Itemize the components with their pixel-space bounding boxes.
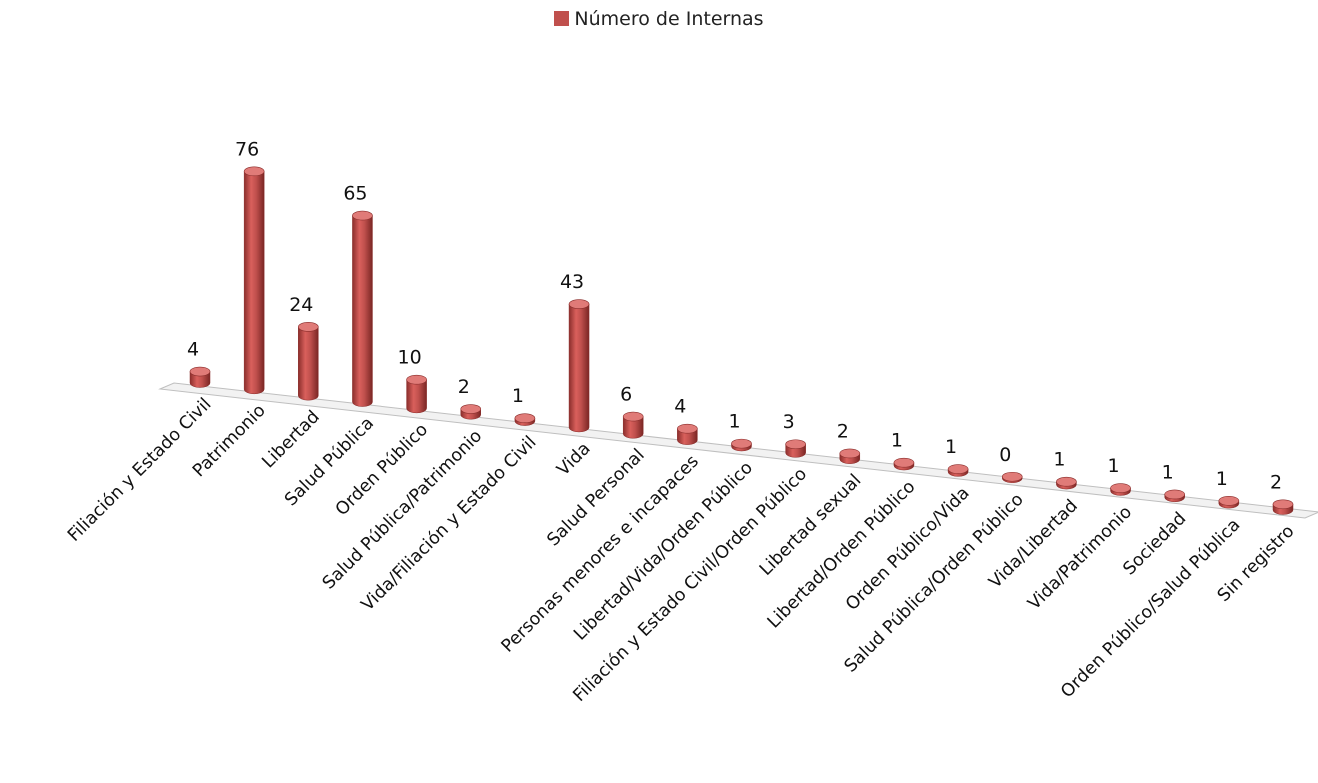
data-label: 1 (512, 385, 524, 407)
bar-body (568, 303, 590, 433)
bar-top (677, 423, 698, 434)
data-label: 2 (837, 420, 849, 442)
data-label: 1 (891, 430, 903, 452)
data-label: 76 (235, 138, 259, 160)
bar-top (189, 366, 211, 377)
bar-top (1218, 495, 1240, 506)
bar (785, 439, 806, 458)
bar-top (568, 299, 590, 309)
data-label: 2 (1270, 471, 1282, 493)
category-label: Libertad sexual (756, 471, 865, 580)
bar-body (406, 379, 427, 414)
bar-top (297, 322, 319, 332)
data-label: 1 (728, 411, 740, 433)
data-label: 4 (674, 396, 686, 418)
bar-top (1110, 483, 1131, 493)
bar (731, 438, 752, 452)
bar (568, 299, 590, 433)
bar-top (1272, 499, 1294, 510)
bar (1272, 499, 1294, 515)
bar-top (406, 374, 427, 385)
bar (622, 411, 644, 439)
bar-body (622, 416, 644, 439)
data-label: 10 (398, 347, 422, 369)
bar-top (947, 464, 969, 474)
bar-top (514, 413, 536, 424)
data-label: 0 (999, 444, 1011, 466)
category-label: Vida (553, 439, 594, 480)
bar (243, 166, 265, 395)
data-label: 65 (343, 183, 367, 205)
bar (839, 448, 861, 464)
bar-top (460, 404, 482, 414)
bar (1001, 471, 1023, 483)
bar-top (352, 210, 373, 221)
bar-top (785, 439, 806, 450)
bar (947, 464, 969, 477)
bar-body (243, 171, 265, 395)
bar (297, 322, 319, 401)
bar (1218, 495, 1240, 509)
data-label: 43 (560, 271, 584, 293)
bar-top (243, 166, 265, 177)
data-label: 1 (1216, 468, 1228, 490)
bar (514, 413, 536, 426)
data-label: 24 (289, 294, 313, 316)
bar-top (1001, 471, 1023, 482)
bar (1164, 489, 1185, 503)
data-label: 4 (187, 339, 199, 361)
bar (406, 374, 427, 414)
bar-top (839, 448, 861, 459)
bar-top (731, 438, 752, 449)
bar (189, 366, 211, 388)
data-label: 1 (1053, 449, 1065, 471)
data-label: 1 (945, 436, 957, 458)
bar-body (352, 215, 373, 407)
bar (1110, 483, 1131, 496)
category-label: Vida/Patrimonio (1024, 502, 1136, 614)
bar-body (298, 326, 319, 401)
bar-top (622, 411, 644, 422)
bar-top (1056, 476, 1077, 487)
bar (893, 457, 915, 471)
bar-top (893, 457, 915, 468)
data-label: 2 (458, 376, 470, 398)
legend-label: Número de Internas (574, 8, 764, 30)
bar (677, 423, 698, 445)
bar-top (1164, 489, 1185, 500)
bar (460, 404, 482, 420)
legend: Número de Internas (0, 8, 1318, 30)
legend-swatch (554, 11, 570, 26)
bar (352, 210, 373, 407)
data-label: 3 (783, 411, 795, 433)
data-label: 1 (1108, 455, 1120, 477)
bar (1056, 476, 1077, 490)
data-label: 6 (620, 384, 632, 406)
data-label: 1 (1162, 461, 1174, 483)
